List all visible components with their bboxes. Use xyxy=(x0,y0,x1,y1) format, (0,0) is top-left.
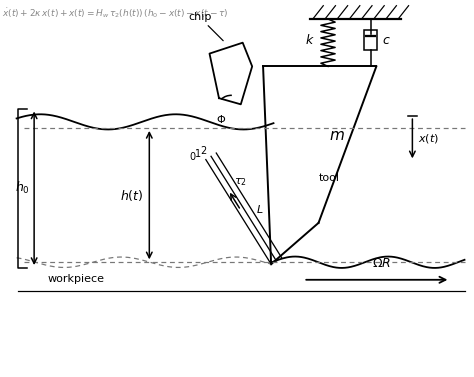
Text: $\dot{x}(t) + 2\kappa\, x(t) + x(t) = H_w\,\tau_2(h(t))\,(h_0 - x(t) - x(t-\tau): $\dot{x}(t) + 2\kappa\, x(t) + x(t) = H_… xyxy=(2,6,229,20)
Text: $h(t)$: $h(t)$ xyxy=(119,188,143,203)
Text: $\Omega R$: $\Omega R$ xyxy=(372,257,391,270)
Text: $\tau_2$: $\tau_2$ xyxy=(235,176,247,188)
Text: tool: tool xyxy=(319,173,340,183)
Text: $h_0$: $h_0$ xyxy=(15,180,30,196)
Text: 0: 0 xyxy=(190,152,196,162)
Text: $k$: $k$ xyxy=(305,33,315,47)
Text: $m$: $m$ xyxy=(328,128,345,143)
Bar xyxy=(364,31,377,50)
Text: 1: 1 xyxy=(195,149,201,159)
Text: $\Phi$: $\Phi$ xyxy=(216,113,226,125)
Text: chip: chip xyxy=(188,12,212,22)
Text: $L$: $L$ xyxy=(256,203,264,215)
Text: 2: 2 xyxy=(200,146,206,156)
Text: $c$: $c$ xyxy=(382,34,391,47)
Text: workpiece: workpiece xyxy=(47,274,104,284)
Text: $x(t)$: $x(t)$ xyxy=(418,132,439,145)
